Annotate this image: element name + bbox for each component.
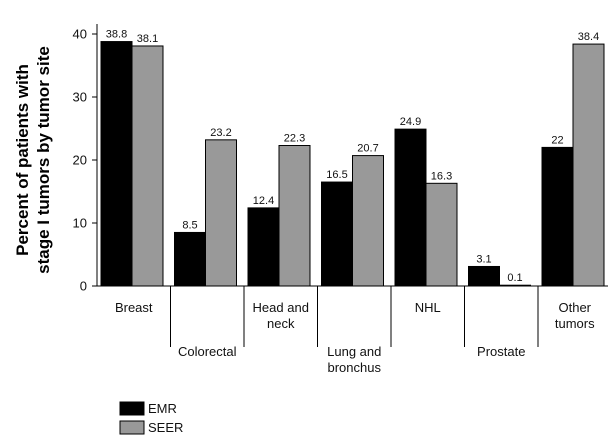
data-label: 16.5: [326, 169, 347, 181]
category-label: Breast: [115, 300, 153, 315]
data-label: 22: [551, 134, 563, 146]
data-labels: 38.8 8.5 12.4 16.5 24.9 3.1 22 38.1 23.2 22.3 20.7…: [106, 29, 599, 285]
y-axis-title: Percent of patients with stage I tumors b…: [13, 46, 53, 274]
y-tick-label: 30: [73, 90, 87, 105]
bar-emr: [468, 265, 500, 287]
category-label: Head and: [253, 300, 309, 315]
category-label: Prostate: [477, 344, 525, 359]
category-label: bronchus: [328, 360, 382, 375]
data-label: 12.4: [253, 195, 274, 207]
bar-emr: [247, 207, 280, 287]
data-label: 38.8: [106, 29, 127, 41]
bar-emr: [541, 146, 574, 287]
category-label: Other: [558, 300, 591, 315]
data-label: 24.9: [400, 116, 421, 128]
data-label: 20.7: [357, 143, 378, 155]
bar-seer: [352, 155, 384, 287]
legend-label: SEER: [148, 420, 183, 435]
legend-swatch-emr: [119, 401, 145, 416]
bar-seer: [425, 182, 458, 287]
category-label: tumors: [555, 316, 595, 331]
y-tick-label: 10: [73, 216, 87, 231]
bar-emr: [100, 41, 133, 287]
bar-seer: [278, 145, 311, 287]
y-tick-label: 20: [73, 153, 87, 168]
category-label: Colorectal: [178, 344, 237, 359]
y-tick-label: 0: [80, 279, 87, 294]
bar-emr: [174, 231, 206, 287]
bar-seer: [572, 43, 605, 287]
category-label: neck: [267, 316, 295, 331]
bar-emr: [394, 128, 427, 287]
data-label: 0.1: [507, 272, 522, 284]
bars: [100, 41, 605, 287]
y-axis-title-line: stage I tumors by tumor site: [34, 46, 53, 274]
category-label: Lung and: [327, 344, 381, 359]
data-label: 16.3: [431, 170, 452, 182]
legend-label: EMR: [148, 401, 177, 416]
bar-emr: [321, 181, 353, 287]
y-axis-title-line: Percent of patients with: [13, 64, 32, 256]
data-label: 23.2: [210, 127, 231, 139]
legend: EMR SEER: [119, 401, 183, 435]
data-label: 38.4: [578, 31, 599, 43]
y-tick-label: 40: [73, 27, 87, 42]
category-label: NHL: [415, 300, 441, 315]
bar-seer: [131, 45, 164, 287]
legend-swatch-seer: [119, 420, 145, 435]
data-label: 8.5: [182, 219, 197, 231]
bar-seer: [205, 139, 237, 287]
bar-seer: [499, 284, 531, 287]
data-label: 38.1: [137, 33, 158, 45]
data-label: 3.1: [476, 253, 491, 265]
data-label: 22.3: [284, 133, 305, 145]
